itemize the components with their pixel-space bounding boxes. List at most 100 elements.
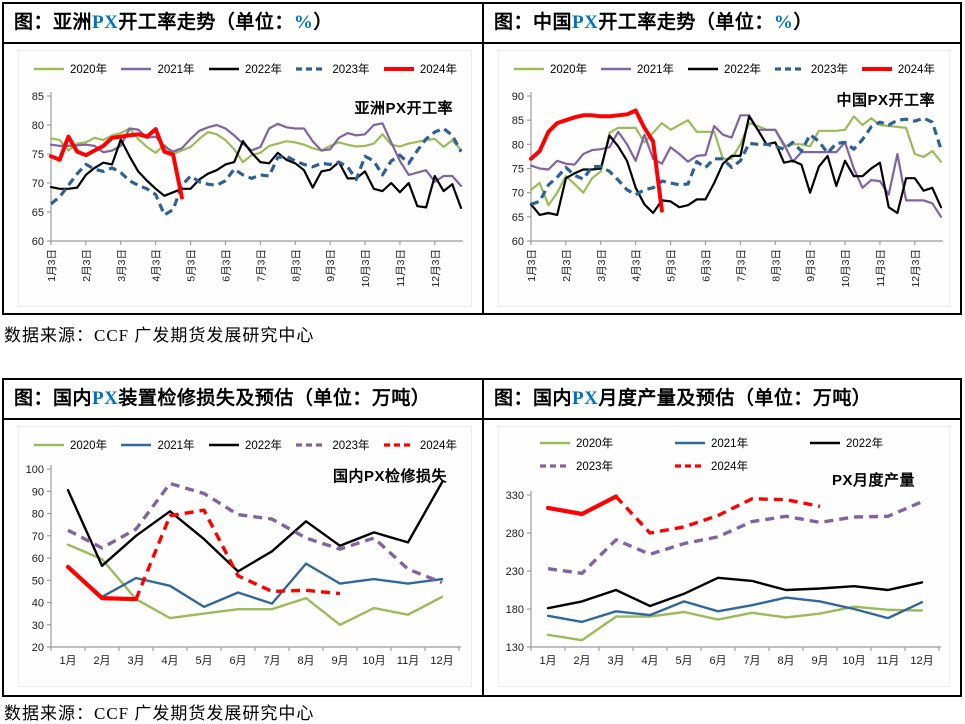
legend-item: 2023年 — [295, 61, 370, 77]
panel-title-segment: ） — [313, 12, 333, 33]
panel-title-segment: 开工率走势（单位： — [118, 12, 294, 33]
x-axis-tick-label: 12月3日 — [910, 249, 922, 288]
legend-label: 2023年 — [810, 64, 848, 76]
chart-series-line — [529, 115, 943, 216]
panel-title-segment: 月度产量及预估（单位：万吨） — [598, 388, 872, 409]
legend-line-marker — [675, 441, 705, 445]
legend-line-marker — [121, 67, 152, 71]
chart-series-line — [66, 543, 444, 627]
panel-title: 图：中国PX开工率走势（单位：%） — [484, 4, 960, 44]
chart-series-line — [65, 564, 139, 602]
y-axis-tick-label: 90 — [32, 486, 44, 498]
y-axis-tick-label: 20 — [32, 642, 44, 654]
chart-series-line — [545, 494, 619, 517]
x-axis-tick-label: 7月3日 — [255, 249, 267, 282]
legend-item: 2024年 — [383, 437, 457, 453]
y-axis-tick-label: 330 — [506, 490, 524, 502]
x-axis-tick-label: 7月 — [263, 655, 280, 667]
chart-series-label: PX月度产量 — [831, 472, 915, 489]
x-axis-tick-label: 10月3日 — [840, 249, 852, 288]
x-axis-tick-label: 5月 — [195, 655, 212, 667]
x-axis-tick-label: 3月 — [127, 655, 144, 667]
legend-label: 2022年 — [723, 64, 762, 76]
x-axis-tick-label: 7月3日 — [735, 249, 747, 282]
panel-title-segment: ） — [793, 12, 813, 33]
x-axis-tick-label: 5月3日 — [186, 249, 198, 282]
legend-item: 2020年 — [33, 437, 107, 453]
legend-label: 2023年 — [332, 440, 370, 452]
x-axis-tick-label: 4月 — [641, 655, 658, 667]
legend-item: 2023年 — [295, 437, 370, 453]
legend-item: 2024年 — [383, 61, 457, 77]
y-axis-tick-label: 70 — [32, 531, 44, 543]
x-axis-tick-label: 10月 — [842, 655, 865, 667]
x-axis-tick-label: 11月3日 — [875, 249, 887, 287]
legend-line-marker — [121, 443, 152, 447]
legend-label: 2021年 — [157, 64, 195, 76]
y-axis-tick-label: 65 — [512, 212, 524, 224]
chart-series-line — [100, 562, 444, 609]
chart-legend: 2020年 2021年 2022年 2023年 2024年 — [499, 51, 949, 77]
line-chart: 60 65 70 75 80 85 90 1月3日 2月3日 3月3日 4月3日 5月3日 6月3日 7月… — [512, 91, 943, 288]
legend-label: 2024年 — [897, 64, 935, 76]
line-chart: 60 65 70 75 80 85 1月3日 2月3日 3月3日 4月3日 5月3日 6月3日 7月3日… — [32, 91, 463, 288]
legend-item: 2020年 — [33, 61, 107, 77]
y-axis-tick-label: 280 — [506, 528, 524, 540]
chart-series-line — [134, 508, 341, 600]
chart-canvas: 2020年 2021年 2022年 2023年 2024年 中国PX开工率 60 65 70… — [498, 50, 950, 307]
legend-line-marker — [296, 443, 327, 447]
x-axis-tick-label: 2月3日 — [561, 249, 573, 282]
x-axis-tick-label: 6月 — [709, 655, 726, 667]
x-axis-tick-label: 3月3日 — [116, 249, 128, 282]
legend-line-marker — [34, 443, 64, 447]
legend-line-marker — [810, 441, 840, 445]
y-axis-tick-label: 80 — [512, 139, 524, 151]
legend-line-marker — [774, 67, 805, 71]
legend-label: 2021年 — [636, 64, 675, 76]
legend-line-marker — [540, 464, 570, 468]
legend-item: 2022年 — [208, 437, 282, 453]
panel-title-segment: 图：中国 — [494, 12, 573, 33]
legend-line-marker — [514, 67, 544, 71]
chart-series-label: 亚洲PX开工率 — [354, 100, 453, 117]
chart-series-line — [529, 108, 664, 213]
panel-title-segment: PX — [572, 388, 599, 409]
legend-label: 2020年 — [550, 64, 588, 76]
x-axis-tick-label: 1月3日 — [46, 249, 58, 282]
y-axis-tick-label: 65 — [32, 207, 44, 219]
y-axis-tick-label: 80 — [32, 120, 44, 132]
chart-canvas: 2020年 2021年 2022年 2023年 2024年 国内PX检修损失 20 30 4… — [18, 426, 472, 687]
chart-series-line — [49, 138, 463, 210]
legend-label: 2022年 — [846, 438, 884, 450]
panel-px-maintenance-loss: 图：国内PX装置检修损失及预估（单位：万吨） 2020年 2021年 2022年 20… — [4, 380, 482, 695]
x-axis-tick-label: 9月3日 — [805, 249, 817, 282]
x-axis-tick-label: 6月3日 — [220, 249, 232, 282]
legend-line-marker — [383, 443, 414, 447]
chart-series-label: 中国PX开工率 — [836, 92, 935, 109]
panel-china-px-operating-rate: 图：中国PX开工率走势（单位：%） 2020年 2021年 2022年 2023年 20… — [482, 4, 960, 313]
legend-line-marker — [540, 441, 570, 445]
y-axis-tick-label: 85 — [512, 115, 524, 127]
y-axis-tick-label: 75 — [512, 164, 524, 176]
top-chart-table: 图：亚洲PX开工率走势（单位：%） 2020年 2021年 2022年 2023年 20… — [2, 2, 962, 315]
x-axis-tick-label: 8月3日 — [290, 249, 302, 282]
x-axis-tick-label: 9月3日 — [325, 249, 337, 282]
bottom-chart-table: 图：国内PX装置检修损失及预估（单位：万吨） 2020年 2021年 2022年 20… — [2, 378, 962, 697]
x-axis-tick-label: 11月 — [877, 655, 899, 667]
legend-label: 2023年 — [332, 64, 370, 76]
x-axis-tick-label: 3月3日 — [596, 249, 608, 282]
y-axis-tick-label: 60 — [32, 236, 44, 248]
chart-series-line — [66, 481, 444, 573]
x-axis-tick-label: 8月 — [777, 655, 794, 667]
panel-title-segment: 开工率走势（单位： — [598, 12, 774, 33]
legend-line-marker — [687, 67, 718, 71]
x-axis-tick-label: 1月 — [539, 655, 556, 667]
y-axis-tick-label: 180 — [506, 604, 524, 616]
chart-series-line — [546, 605, 924, 642]
legend-item: 2024年 — [861, 61, 935, 77]
x-axis-tick-label: 7月 — [743, 655, 760, 667]
y-axis-tick-label: 60 — [512, 236, 524, 248]
chart-series-line — [530, 116, 943, 206]
legend-item: 2022年 — [687, 61, 761, 77]
y-axis-tick-label: 230 — [506, 566, 524, 578]
